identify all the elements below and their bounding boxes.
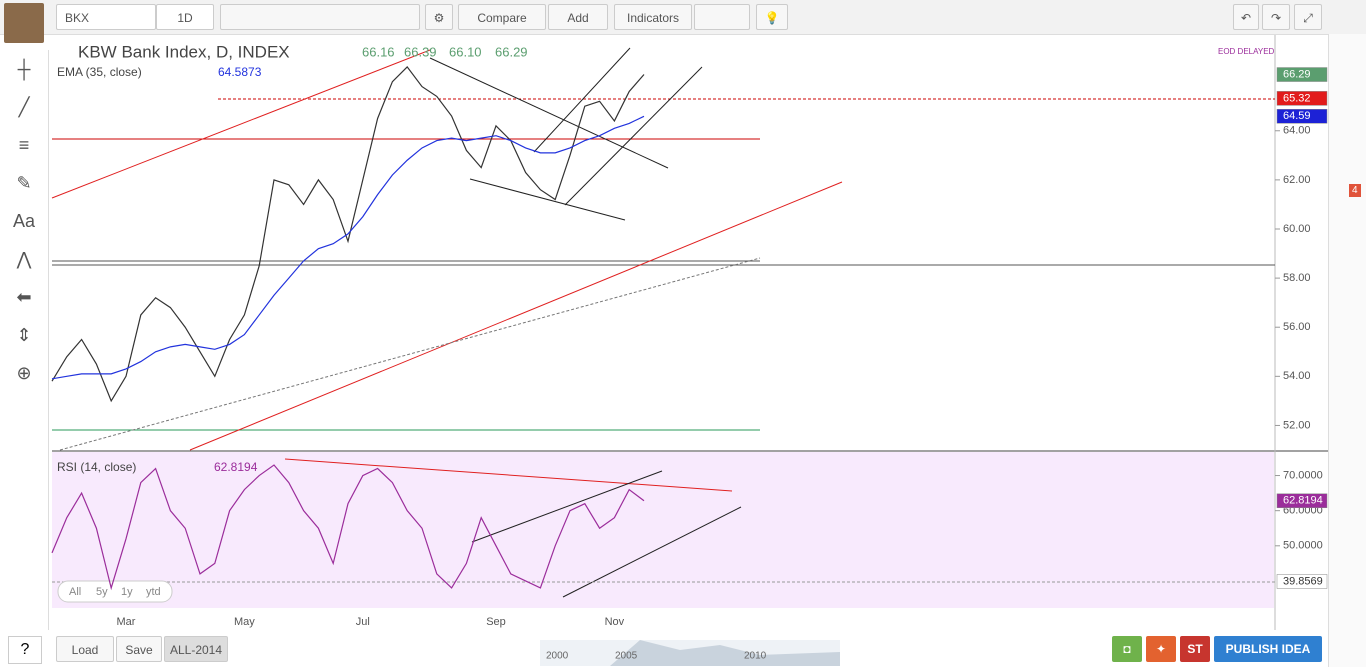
y-tick-label: 60.00 <box>1283 223 1311 235</box>
y-tick-label: 56.00 <box>1283 321 1311 333</box>
cursor-tool[interactable]: ┼ <box>17 59 31 79</box>
trend-line <box>471 470 663 543</box>
rsi-panel <box>52 452 1274 608</box>
snapshot[interactable]: ◘ <box>1112 636 1142 662</box>
trend-line <box>51 49 431 199</box>
trend-line <box>469 178 626 221</box>
trend-line <box>284 458 733 492</box>
ideas[interactable]: 💡 <box>756 4 788 30</box>
navigator-label: 2005 <box>615 651 638 662</box>
y-tick-label: 70.0000 <box>1283 469 1323 481</box>
trend-line <box>429 57 669 169</box>
range[interactable]: All <box>69 586 81 598</box>
price-badge-label: 39.8569 <box>1283 575 1323 587</box>
x-tick-label: Mar <box>117 616 136 628</box>
zoom-tool[interactable]: ⊕ <box>16 363 32 383</box>
y-tick-label: 60.0000 <box>1283 505 1323 517</box>
trend-line <box>189 181 843 451</box>
publish[interactable]: PUBLISH IDEA <box>1214 636 1322 662</box>
ohlc: 66.16 <box>362 44 395 59</box>
line-tool[interactable]: ╱ <box>18 97 30 117</box>
indicator-name: EMA (35, close) <box>57 65 142 79</box>
price-badge-label: 64.59 <box>1283 110 1311 122</box>
series-line <box>51 66 645 403</box>
compare[interactable]: Compare <box>458 4 546 30</box>
y-tick-label: 58.00 <box>1283 272 1311 284</box>
eod-notice: EOD DELAYED <box>1218 47 1275 56</box>
y-tick-label: 62.00 <box>1283 174 1311 186</box>
chat-count[interactable]: 4 <box>1349 184 1361 197</box>
y-tick-label: 64.00 <box>1283 125 1311 137</box>
price-badge-label: 65.32 <box>1283 92 1311 104</box>
settings[interactable]: ⚙ <box>425 4 453 30</box>
ohlc: 66.10 <box>449 44 482 59</box>
indicator-value: 62.8194 <box>214 460 258 474</box>
undo[interactable]: ↶ <box>1233 4 1259 30</box>
right-sidebar: 4 <box>1328 34 1366 667</box>
ohlc: 66.39 <box>404 44 437 59</box>
y-tick-label: 54.00 <box>1283 370 1311 382</box>
top-toolbar: BKX 1D ⚙ Compare Add Indicators 💡 ↶ ↷ ⤢ <box>0 0 1366 43</box>
arrow-tool[interactable]: ⬅ <box>16 287 32 307</box>
navigator-label: 2000 <box>546 651 569 662</box>
brush-tool[interactable]: ✎ <box>16 173 32 193</box>
trend-line <box>564 66 703 206</box>
symbol-input[interactable]: BKX <box>56 4 156 30</box>
redo[interactable]: ↷ <box>1262 4 1290 30</box>
indicator-value: 64.5873 <box>218 65 262 79</box>
price-badge-label: 66.29 <box>1283 68 1311 80</box>
trend-line <box>59 257 761 451</box>
text-tool[interactable]: Aa <box>12 211 36 231</box>
save[interactable]: Save <box>116 636 162 662</box>
interval[interactable]: 1D <box>156 4 214 30</box>
add[interactable]: Add <box>548 4 608 30</box>
price-badge <box>1276 574 1328 589</box>
series-line <box>51 464 645 591</box>
x-tick-label: May <box>234 616 255 628</box>
pattern-tool[interactable]: ⋀ <box>16 249 32 269</box>
indicator-name: RSI (14, close) <box>57 460 136 474</box>
measure-tool[interactable]: ⇕ <box>16 325 32 345</box>
range[interactable]: ytd <box>146 586 161 598</box>
help[interactable]: ? <box>8 636 42 664</box>
price-badge <box>1276 91 1328 106</box>
stocktwits[interactable]: ST <box>1180 636 1210 662</box>
price-badge <box>1276 109 1328 124</box>
chart-title: KBW Bank Index, D, INDEX <box>78 42 290 61</box>
avatar[interactable] <box>4 3 44 43</box>
y-tick-label: 52.00 <box>1283 419 1311 431</box>
x-tick-label: Nov <box>605 616 625 628</box>
drawings[interactable] <box>694 4 750 30</box>
load[interactable]: Load <box>56 636 114 662</box>
range[interactable]: 1y <box>121 586 133 598</box>
range[interactable]: 5y <box>96 586 108 598</box>
fib-tool[interactable]: ≡ <box>18 135 30 155</box>
x-tick-label: Jul <box>356 616 370 628</box>
y-tick-label: 50.0000 <box>1283 540 1323 552</box>
ohlc: 66.29 <box>495 44 528 59</box>
series-line <box>51 115 645 380</box>
price-badge-label: 62.8194 <box>1283 495 1323 507</box>
x-tick-label: Sep <box>486 616 506 628</box>
fullscreen[interactable]: ⤢ <box>1294 4 1322 30</box>
navigator-label: 2010 <box>744 651 767 662</box>
price-badge <box>1276 67 1328 82</box>
layout-name[interactable]: ALL-2014 <box>164 636 228 662</box>
chart: KBW Bank Index, D, INDEX 66.16 66.39 66.… <box>51 35 1328 666</box>
twitter[interactable]: ✦ <box>1146 636 1176 662</box>
trend-line <box>533 47 631 153</box>
left-toolbar: ┼ ╱ ≡ ✎ Aa ⋀ ⬅ ⇕ ⊕ <box>0 50 49 630</box>
navigator-area <box>610 640 840 666</box>
price-badge <box>1276 493 1328 509</box>
indicators[interactable]: Indicators <box>614 4 692 30</box>
range-buttons: All 5y 1y ytd <box>57 580 173 603</box>
chart-style[interactable] <box>220 4 420 30</box>
